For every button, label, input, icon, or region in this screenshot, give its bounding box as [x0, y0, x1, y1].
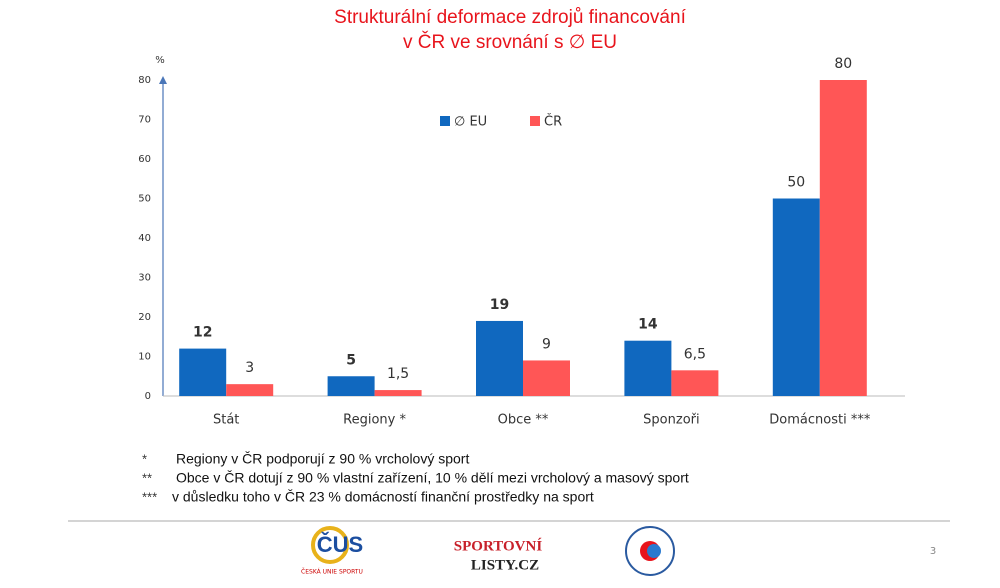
logo-cus: ČUS ČESKÁ UNIE SPORTU	[301, 526, 363, 576]
bar	[476, 320, 523, 396]
x-tick-label: Domácnosti ***	[769, 413, 871, 428]
footnote-marker: *	[142, 451, 147, 466]
y-tick-label: 20	[138, 312, 151, 323]
y-axis-label: %	[155, 55, 165, 66]
x-tick-label: Regiony *	[343, 413, 406, 428]
footnote-text: v důsledku toho v ČR 23 % domácností fin…	[172, 489, 594, 505]
footnote-marker: **	[142, 470, 152, 485]
y-tick-label: 40	[138, 233, 151, 244]
logo-caption: ČESKÁ UNIE SPORTU	[301, 569, 363, 576]
bar	[523, 360, 570, 396]
legend-label: ∅ EU	[454, 115, 487, 130]
bar	[819, 80, 867, 396]
x-tick-label: Sponzoři	[643, 413, 699, 428]
legend-swatch	[440, 116, 450, 126]
bar	[624, 340, 672, 396]
logo-listy-bottom: LISTY.CZ	[471, 557, 539, 573]
data-label: 9	[542, 336, 551, 352]
legend-label: ČR	[544, 114, 562, 130]
y-tick-label: 80	[138, 75, 151, 86]
bar	[226, 384, 274, 396]
legend: ∅ EU ČR	[440, 114, 562, 130]
y-tick-label: 60	[138, 154, 151, 165]
footnote-marker: ***	[142, 489, 157, 504]
bar	[327, 376, 375, 396]
logo-text: ČUS	[317, 532, 363, 557]
legend-swatch	[530, 116, 540, 126]
data-label: 6,5	[684, 346, 706, 362]
data-label: 50	[787, 175, 805, 191]
footnote-text: Regiony v ČR podporují z 90 % vrcholový …	[176, 451, 469, 467]
page-number: 3	[930, 546, 936, 557]
y-tick-label: 50	[138, 194, 151, 205]
bar	[179, 348, 227, 396]
y-tick-label: 10	[138, 352, 151, 363]
chart-title: Strukturální deformace zdrojů financován…	[334, 7, 686, 28]
y-tick-label: 30	[138, 273, 151, 284]
chart-subtitle: v ČR ve srovnání s ∅ EU	[403, 31, 617, 53]
y-tick-label: 70	[138, 115, 151, 126]
bar	[671, 370, 719, 396]
footnote-text: Obce v ČR dotují z 90 % vlastní zařízení…	[176, 470, 689, 486]
logo-seal	[625, 526, 675, 576]
x-tick-label: Obce **	[498, 413, 549, 428]
data-label: 5	[346, 352, 356, 368]
data-label: 3	[245, 360, 254, 376]
x-tick-label: Stát	[213, 413, 239, 428]
y-axis-arrow	[159, 76, 167, 84]
y-tick-label: 0	[145, 391, 151, 402]
data-label: 80	[834, 56, 852, 72]
bar	[772, 198, 820, 396]
data-label: 12	[193, 325, 212, 341]
data-label: 1,5	[387, 366, 409, 382]
logo-ring	[311, 526, 349, 564]
data-label: 19	[490, 297, 509, 313]
logo-listy-top: SPORTOVNÍ	[454, 537, 543, 554]
bar	[374, 390, 422, 396]
data-label: 14	[638, 317, 658, 333]
